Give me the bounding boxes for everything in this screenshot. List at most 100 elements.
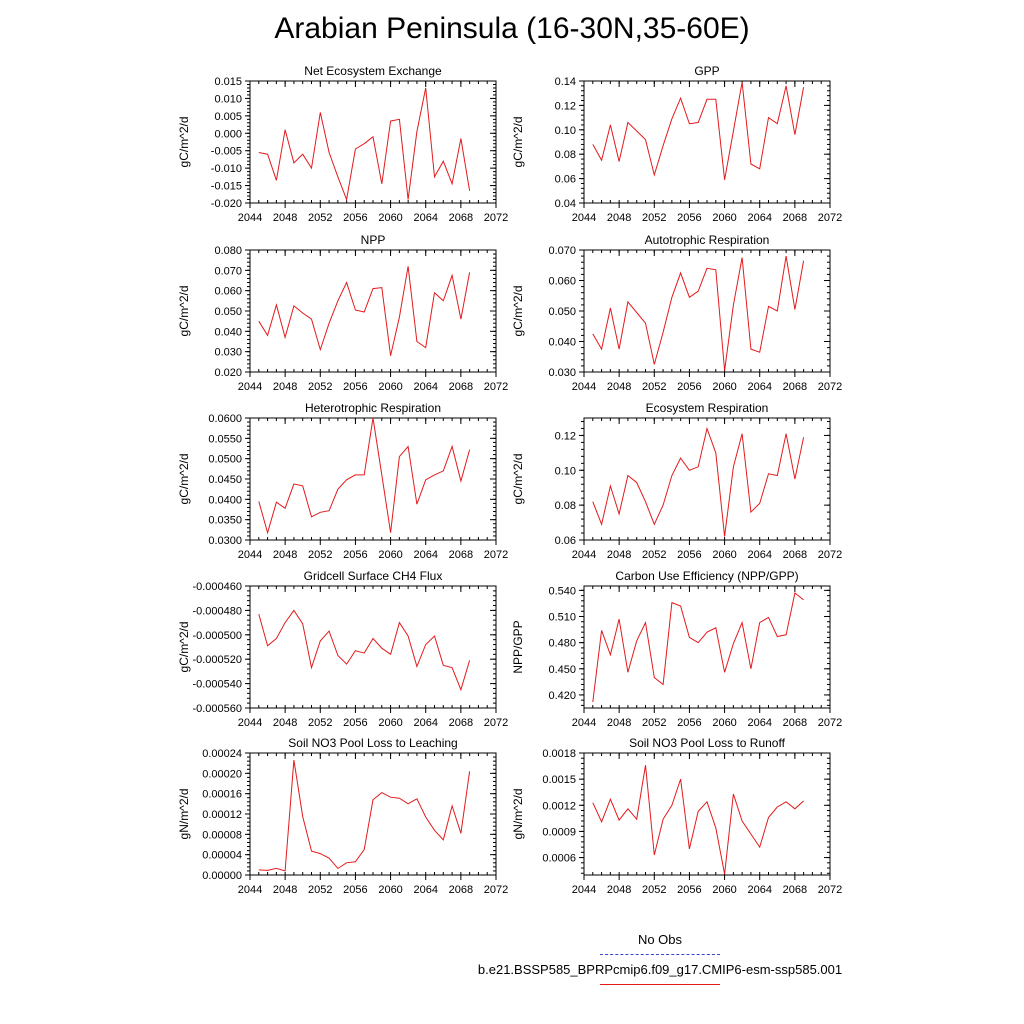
x-tick-label: 2068: [449, 381, 473, 393]
y-tick-label: 0.050: [214, 306, 242, 318]
series-line: [592, 256, 805, 371]
y-axis-label: gC/m^2/d: [177, 622, 191, 673]
x-tick-label: 2068: [449, 884, 473, 896]
x-tick-label: 2056: [677, 717, 701, 729]
y-tick-label: -0.000460: [192, 581, 242, 593]
x-tick-label: 2048: [273, 381, 297, 393]
x-tick-label: 2056: [343, 884, 367, 896]
y-tick-label: 0.10: [555, 125, 576, 137]
x-tick-label: 2048: [607, 549, 631, 561]
y-axis-label: gN/m^2/d: [511, 789, 525, 840]
chart-panel-4: Heterotrophic Respiration gC/m^2/d 2044 204…: [177, 401, 508, 561]
panel-title: Carbon Use Efficiency (NPP/GPP): [615, 569, 798, 583]
x-tick-label: 2064: [747, 884, 771, 896]
legend-no-obs-label: No Obs: [637, 932, 683, 947]
x-tick-label: 2072: [818, 717, 842, 729]
x-tick-label: 2060: [712, 717, 736, 729]
series-line: [592, 765, 804, 875]
y-tick-label: 0.080: [214, 245, 242, 257]
x-tick-label: 2056: [677, 884, 701, 896]
series-line: [258, 609, 471, 692]
y-tick-label: 0.10: [555, 465, 576, 477]
x-tick-label: 2060: [712, 381, 736, 393]
x-tick-label: 2064: [413, 381, 437, 393]
y-tick-label: 0.0500: [208, 454, 242, 466]
y-axis-label: gC/m^2/d: [511, 117, 525, 168]
panel-title: Soil NO3 Pool Loss to Runoff: [629, 736, 786, 750]
chart-panel-2: NPP gC/m^2/d 2044 2048 2052 2056 2060 2064 2068 2…: [177, 233, 508, 393]
panel-title: Ecosystem Respiration: [646, 401, 769, 415]
y-tick-label: 0.040: [214, 326, 242, 338]
chart-panel-9: Soil NO3 Pool Loss to Runoff gN/m^2/d 2044…: [511, 736, 842, 896]
y-tick-label: -0.015: [211, 181, 242, 193]
y-tick-label: 0.0015: [542, 774, 576, 786]
x-tick-label: 2068: [783, 717, 807, 729]
y-tick-label: 0.0009: [542, 826, 576, 838]
series-line: [592, 592, 804, 702]
x-tick-label: 2048: [273, 549, 297, 561]
plot-frame: [249, 417, 497, 541]
panel-title: Autotrophic Respiration: [645, 233, 770, 247]
x-tick-label: 2044: [572, 381, 596, 393]
legend-case-label: b.e21.BSSP585_BPRPcmip6.f09_g17.CMIP6-es…: [477, 962, 843, 977]
chart-panel-0: Net Ecosystem Exchange gC/m^2/d 2044 2048 20…: [177, 64, 508, 224]
plot-frame: [583, 417, 831, 541]
chart-panel-1: GPP gC/m^2/d 2044 2048 2052 2056 2060 2064 2068 2…: [511, 64, 842, 224]
y-axis-label: gC/m^2/d: [177, 286, 191, 337]
y-tick-label: 0.12: [555, 430, 576, 442]
x-tick-label: 2060: [378, 717, 402, 729]
x-tick-label: 2056: [343, 717, 367, 729]
x-tick-label: 2068: [449, 717, 473, 729]
y-axis-label: gN/m^2/d: [177, 789, 191, 840]
y-tick-label: 0.050: [548, 306, 576, 318]
x-tick-label: 2068: [783, 884, 807, 896]
x-tick-label: 2056: [343, 549, 367, 561]
y-tick-label: 0.0550: [208, 433, 242, 445]
x-tick-label: 2072: [818, 884, 842, 896]
y-tick-label: 0.0450: [208, 474, 242, 486]
x-tick-label: 2052: [308, 884, 332, 896]
x-tick-label: 2072: [484, 884, 508, 896]
y-tick-label: 0.08: [555, 500, 576, 512]
y-tick-label: -0.010: [211, 163, 242, 175]
y-tick-label: 0.0600: [208, 413, 242, 425]
y-tick-label: -0.020: [211, 198, 242, 210]
x-tick-label: 2044: [572, 884, 596, 896]
x-tick-label: 2048: [273, 884, 297, 896]
y-tick-label: 0.060: [548, 276, 576, 288]
y-tick-label: 0.0012: [542, 800, 576, 812]
x-tick-label: 2044: [572, 549, 596, 561]
y-tick-label: 0.00000: [202, 870, 242, 882]
x-tick-label: 2064: [413, 549, 437, 561]
y-tick-label: 0.08: [555, 149, 576, 161]
x-tick-label: 2072: [484, 381, 508, 393]
y-tick-label: 0.020: [214, 367, 242, 379]
y-tick-label: 0.06: [555, 535, 576, 547]
x-tick-label: 2048: [607, 212, 631, 224]
y-tick-label: 0.00016: [202, 789, 242, 801]
y-tick-label: 0.00004: [202, 850, 242, 862]
y-axis-label: gC/m^2/d: [511, 286, 525, 337]
y-tick-label: 0.070: [214, 265, 242, 277]
plot-frame: [249, 752, 497, 876]
y-tick-label: 0.030: [548, 367, 576, 379]
x-tick-label: 2052: [642, 717, 666, 729]
x-tick-label: 2072: [484, 717, 508, 729]
y-tick-label: 0.0400: [208, 494, 242, 506]
y-tick-label: 0.00020: [202, 768, 242, 780]
x-tick-label: 2064: [413, 212, 437, 224]
x-tick-label: 2060: [378, 884, 402, 896]
y-tick-label: 0.005: [214, 111, 242, 123]
series-line: [592, 426, 805, 537]
chart-panel-8: Soil NO3 Pool Loss to Leaching gN/m^2/d 20…: [177, 736, 508, 896]
x-tick-label: 2052: [642, 549, 666, 561]
x-tick-label: 2068: [449, 212, 473, 224]
x-tick-label: 2068: [783, 549, 807, 561]
y-tick-label: -0.000560: [192, 703, 242, 715]
y-axis-label: NPP/GPP: [511, 620, 525, 673]
legend-case-line: [600, 984, 720, 985]
x-tick-label: 2048: [607, 381, 631, 393]
y-tick-label: 0.010: [214, 93, 242, 105]
y-tick-label: 0.12: [555, 100, 576, 112]
series-line: [258, 417, 471, 535]
